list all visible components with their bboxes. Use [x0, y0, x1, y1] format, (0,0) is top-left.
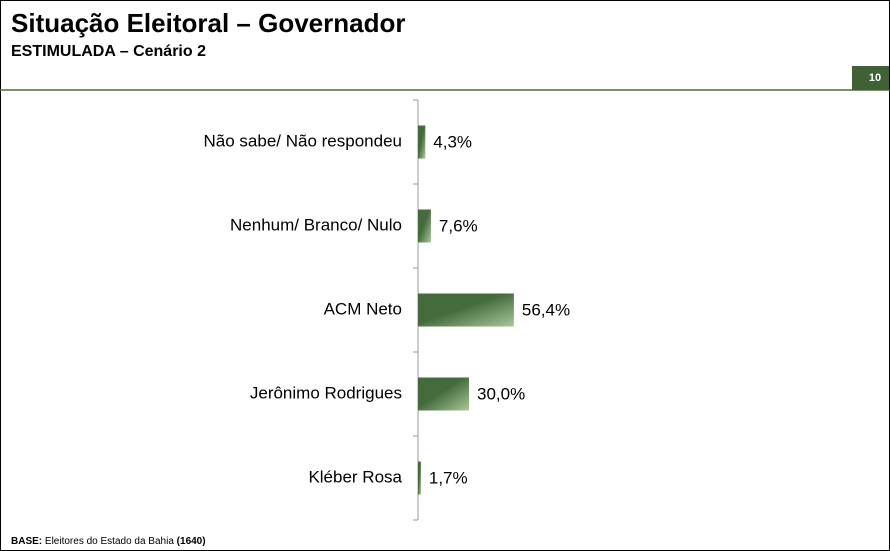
page-number: 10 [869, 72, 881, 84]
category-label: Jerônimo Rodrigues [250, 383, 402, 402]
footnote-label: BASE: [11, 536, 42, 547]
value-label: 7,6% [439, 216, 478, 235]
bar [418, 209, 431, 243]
category-label: Não sabe/ Não respondeu [204, 131, 402, 150]
bar [418, 461, 421, 495]
page-badge [852, 66, 889, 90]
category-label: Kléber Rosa [308, 467, 402, 486]
value-label: 30,0% [477, 384, 525, 403]
value-label: 4,3% [433, 132, 472, 151]
category-label: ACM Neto [324, 299, 402, 318]
bar [418, 293, 514, 327]
value-label: 56,4% [522, 300, 570, 319]
bar [418, 125, 426, 159]
chart-title: Situação Eleitoral – Governador [11, 8, 405, 38]
bar [418, 377, 469, 411]
value-label: 1,7% [429, 468, 468, 487]
footnote-text: Eleitores do Estado da Bahia [45, 536, 174, 547]
chart-subtitle: ESTIMULADA – Cenário 2 [11, 43, 206, 60]
footnote: BASE: Eleitores do Estado da Bahia (1640… [11, 536, 206, 547]
footnote-sample: (1640) [177, 536, 206, 547]
category-label: Nenhum/ Branco/ Nulo [230, 215, 402, 234]
